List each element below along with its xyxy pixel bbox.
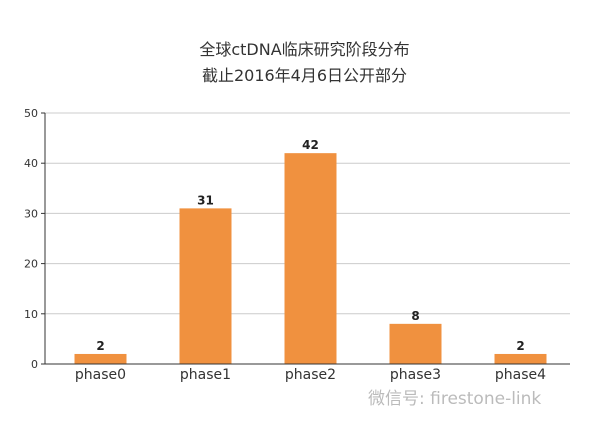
chart-title: 全球ctDNA临床研究阶段分布 [199, 40, 410, 59]
bar-phase0 [74, 353, 127, 364]
y-tick-label: 0 [31, 358, 38, 371]
y-tick-label: 50 [24, 107, 38, 120]
y-tick-label: 30 [24, 207, 38, 220]
bar-phase4 [494, 353, 547, 364]
watermark: 微信号: firestone-link [368, 389, 542, 409]
data-label: 31 [197, 193, 214, 207]
bar-phase2 [284, 153, 337, 364]
x-tick-label: phase2 [285, 367, 336, 383]
x-tick-label: phase0 [75, 367, 126, 383]
y-tick-label: 40 [24, 157, 38, 170]
data-label: 2 [96, 339, 104, 353]
x-tick-label: phase1 [180, 367, 231, 383]
y-tick-label: 10 [24, 308, 38, 321]
bar-phase1 [179, 208, 232, 364]
x-tick-label: phase3 [390, 367, 441, 383]
x-tick-label: phase4 [495, 367, 546, 383]
data-label: 8 [411, 309, 419, 323]
bar-phase3 [389, 323, 442, 364]
data-label: 42 [302, 138, 319, 152]
chart-subtitle: 截止2016年4月6日公开部分 [201, 66, 408, 85]
y-tick-label: 20 [24, 258, 38, 271]
data-label: 2 [516, 339, 524, 353]
